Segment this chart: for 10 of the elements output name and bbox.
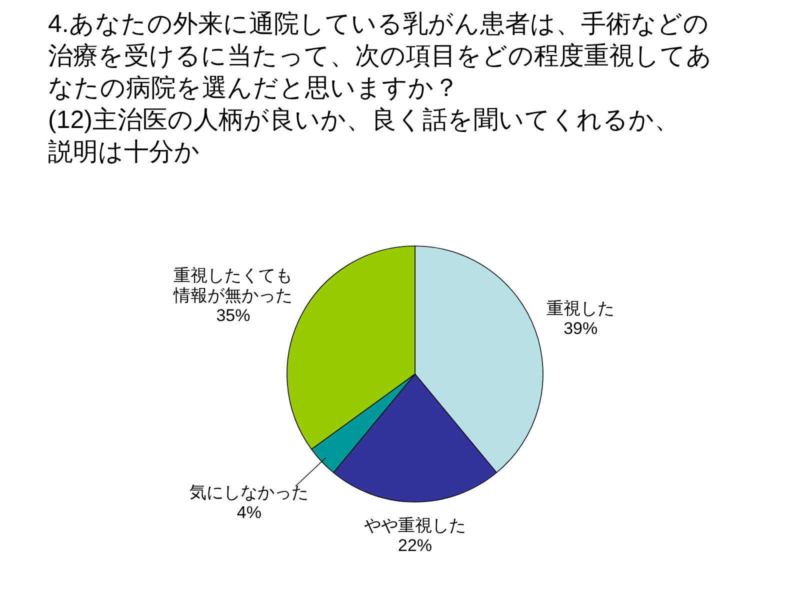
data-label: 35% [215, 306, 252, 326]
data-label: 22% [396, 536, 434, 556]
slice-label: 気にしなかった [190, 482, 309, 503]
slice-label: 重視したくても情報が無かった [172, 266, 294, 306]
chart-subtitle: (12)主治医の人柄が良いか、良く話を聞いてくれるか、説明は十分か [48, 105, 680, 168]
slice-label: 重視した [546, 299, 615, 320]
data-label: 4% [236, 502, 262, 523]
slice-label: やや重視した [364, 516, 466, 536]
data-label: 39% [562, 319, 599, 340]
chart-title: 4.あなたの外来に通院している乳がん患者は、手術などの治療を受けるに当たって、次の項目をどの程度重視してあなたの病院を選んだと思いますか？ [48, 9, 713, 104]
